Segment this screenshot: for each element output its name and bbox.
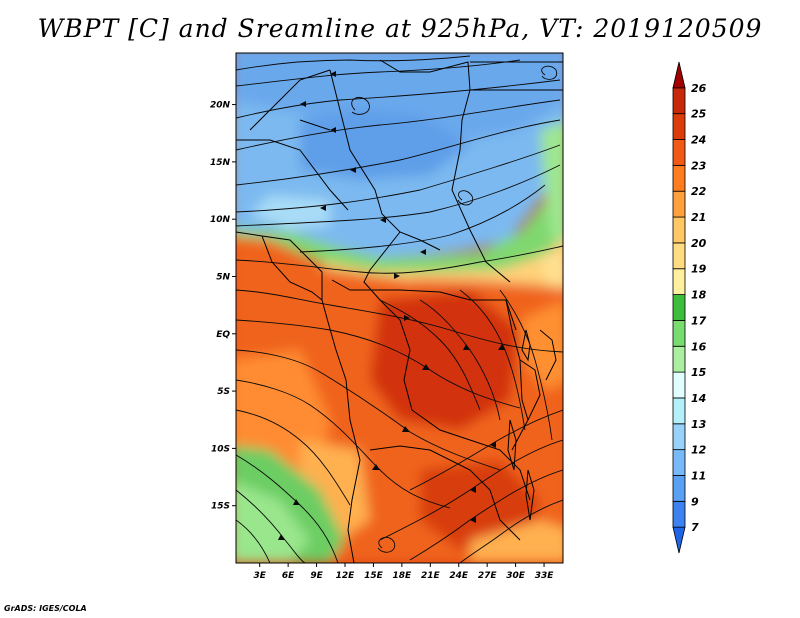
lat-label: 20N xyxy=(210,101,231,111)
colorbar-swatch xyxy=(672,268,686,295)
colorbar-swatch xyxy=(672,242,686,270)
lon-label: 18E xyxy=(393,571,413,581)
colorbar-label: 26 xyxy=(691,82,707,95)
colorbar-label: 22 xyxy=(691,185,707,198)
lon-label: 33E xyxy=(535,571,555,581)
colorbar-swatch xyxy=(672,500,686,528)
colorbar-swatch xyxy=(672,371,686,399)
colorbar-label: 16 xyxy=(691,340,707,353)
colorbar-label: 7 xyxy=(691,521,699,534)
lon-label: 30E xyxy=(506,571,526,581)
colorbar-label: 15 xyxy=(691,366,707,379)
colorbar-label: 9 xyxy=(691,495,699,508)
colorbar-label: 23 xyxy=(691,159,707,172)
colorbar-label: 12 xyxy=(691,444,707,457)
colorbar-swatch xyxy=(672,190,686,218)
colorbar-swatch xyxy=(672,164,686,192)
colorbar-swatch xyxy=(672,397,686,425)
map-title: WBPT [C] and Sreamline at 925hPa, VT: 20… xyxy=(37,14,763,43)
colorbar-swatch xyxy=(672,294,686,321)
colorbar-swatch xyxy=(672,216,686,244)
lat-label: 10N xyxy=(210,215,231,225)
streamline-arrows xyxy=(278,71,505,540)
colorbar-label: 24 xyxy=(691,134,706,147)
lon-label: 3E xyxy=(253,571,266,581)
country-borders xyxy=(236,59,563,563)
lat-label: 15S xyxy=(211,502,230,512)
colorbar-label: 13 xyxy=(691,418,707,431)
colorbar-swatch xyxy=(672,320,686,347)
colorbar-swatch xyxy=(672,139,686,166)
colorbar-label: 14 xyxy=(691,392,706,405)
colorbar: 7 9 11 12 13 14 15 16 17 18 19 20 21 22 23 24 25 26 xyxy=(672,61,707,554)
colorbar-label: 18 xyxy=(691,289,707,302)
lon-label: 9E xyxy=(310,571,323,581)
map-frame xyxy=(235,52,564,564)
latitude-axis: 20N 15N 10N 5N EQ 5S 10S 15S xyxy=(210,101,236,512)
lon-label: 6E xyxy=(282,571,295,581)
colorbar-swatch xyxy=(672,475,686,502)
lat-label: EQ xyxy=(216,330,230,340)
colorbar-label: 25 xyxy=(691,108,707,121)
colorbar-label: 17 xyxy=(691,314,707,327)
colorbar-swatch xyxy=(672,113,686,140)
colorbar-end-low xyxy=(672,526,686,554)
lon-label: 27E xyxy=(478,571,498,581)
longitude-axis: 3E 6E 9E 12E 15E 18E 21E 24E 27E 30E 33E xyxy=(253,563,554,581)
grads-credit: GrADS: IGES/COLA xyxy=(4,604,87,613)
lat-label: 5S xyxy=(217,387,230,397)
lat-label: 5N xyxy=(216,272,230,282)
lat-label: 15N xyxy=(210,158,231,168)
colorbar-label: 19 xyxy=(691,263,707,276)
colorbar-swatch xyxy=(672,345,686,373)
map-plot xyxy=(236,53,563,563)
colorbar-label: 21 xyxy=(691,211,706,224)
colorbar-end-high xyxy=(672,61,686,89)
lon-label: 24E xyxy=(449,571,469,581)
colorbar-swatch xyxy=(672,449,686,476)
lon-label: 12E xyxy=(336,571,356,581)
colorbar-label: 11 xyxy=(691,469,706,482)
lon-label: 21E xyxy=(421,571,441,581)
streamlines xyxy=(236,55,563,563)
colorbar-swatch xyxy=(672,87,686,115)
lat-label: 10S xyxy=(211,444,230,454)
colorbar-label: 20 xyxy=(691,237,707,250)
lon-label: 15E xyxy=(364,571,384,581)
colorbar-swatch xyxy=(672,423,686,451)
